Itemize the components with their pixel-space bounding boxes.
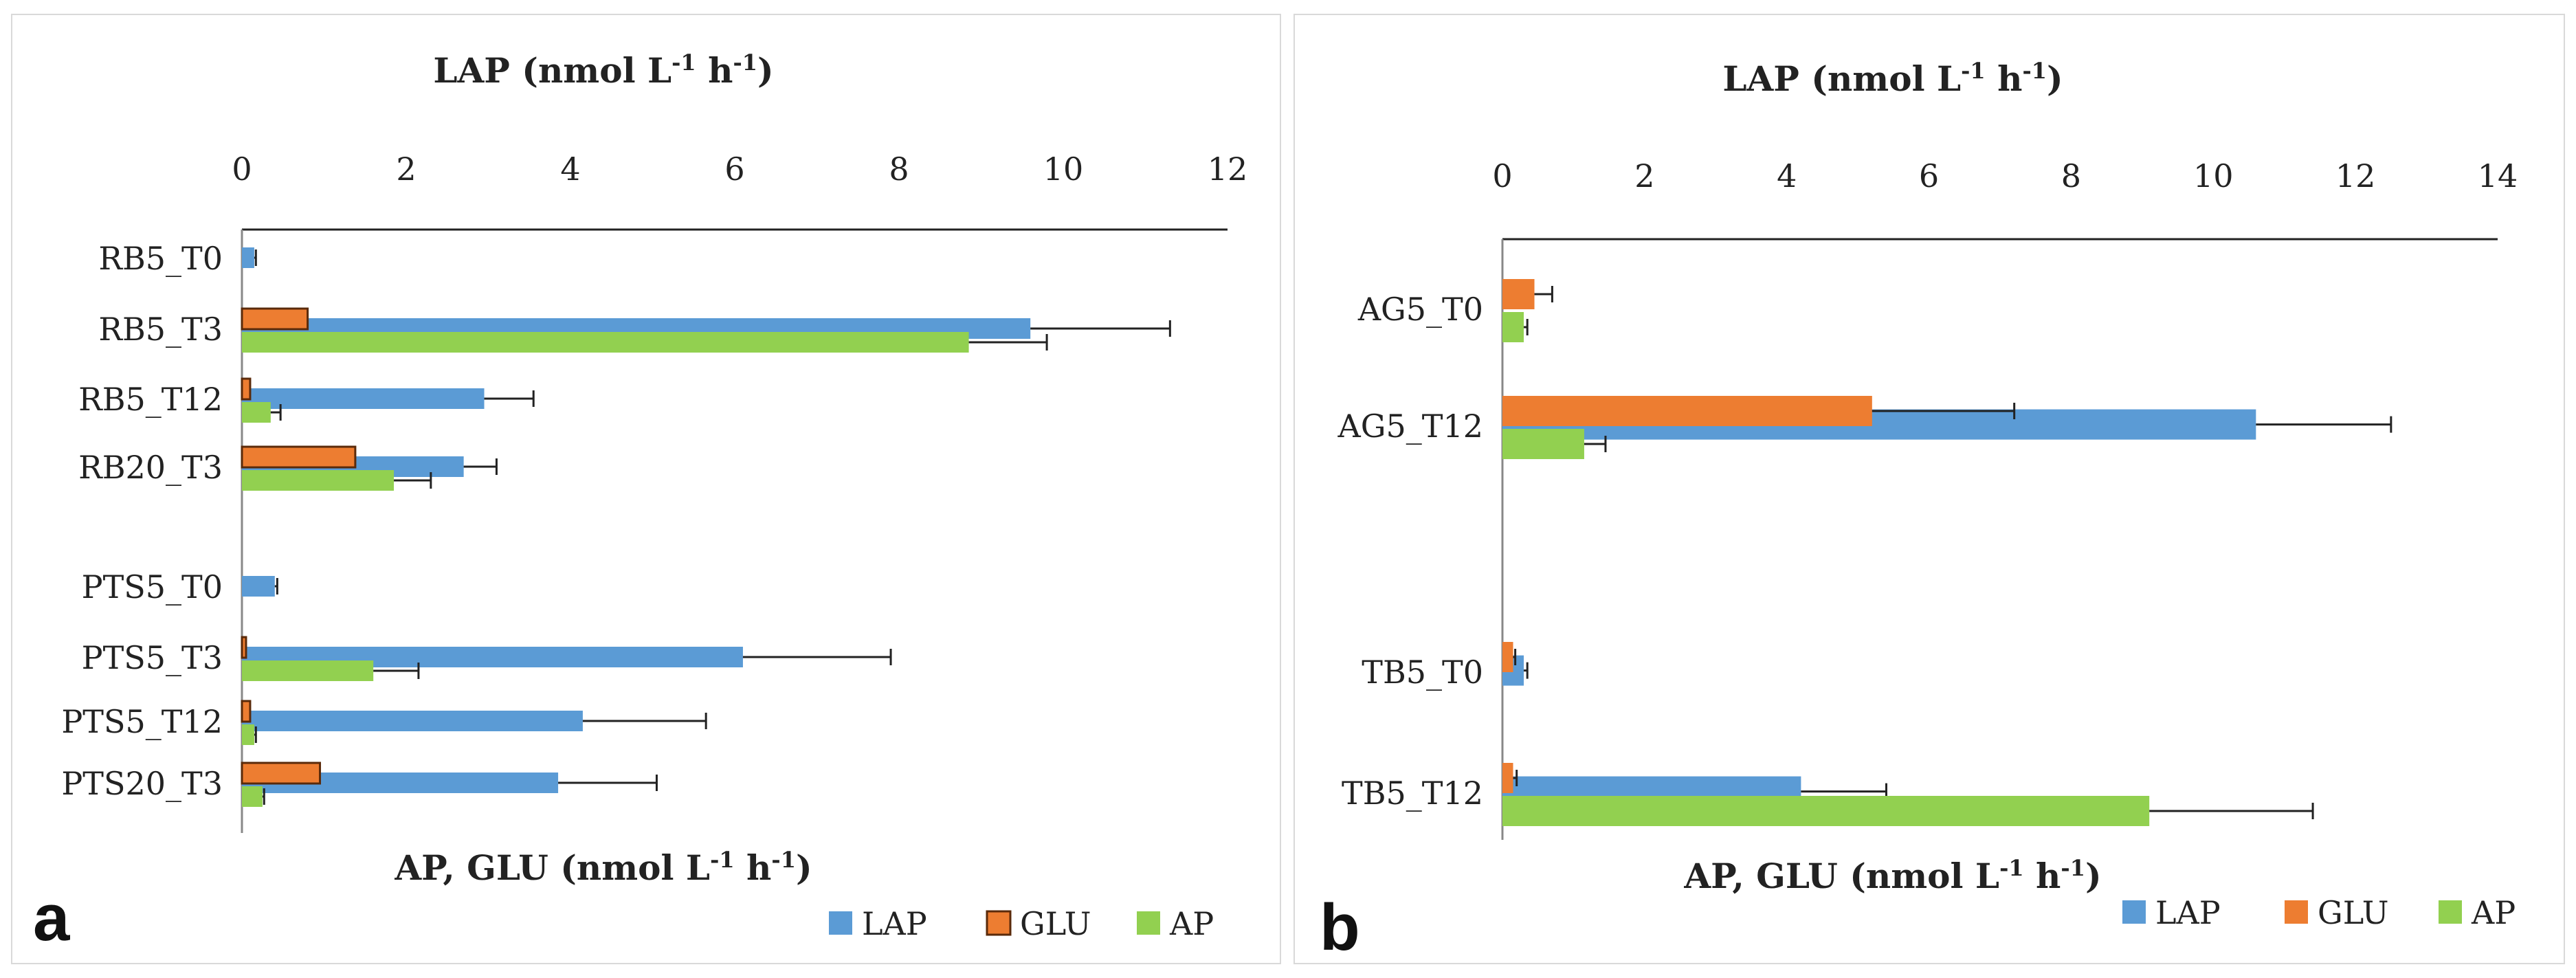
chart-b-bar-ap [1502,312,1524,342]
chart-b-bar-glu [1502,763,1513,793]
chart-a-tick-label: 2 [396,151,416,188]
chart-a-bar-lap [242,576,275,597]
chart-a-top-axis-title-part-2: h [696,50,733,91]
chart-b-bottom-axis-title-part-0: AP, GLU (nmol L [1683,856,1999,896]
chart-b-top-axis-title-part-3: -1 [2022,58,2047,84]
chart-a-legend-swatch-lap [829,911,852,935]
chart-b-tick-label: 12 [2335,157,2376,195]
chart-a-tick-label: 12 [1208,151,1248,188]
chart-a-bottom-axis-title-part-2: h [735,847,772,888]
chart-b-bar-glu [1502,396,1872,426]
chart-a-legend-swatch-glu [986,910,1012,936]
chart-b-tick-label: 10 [2193,157,2234,195]
chart-a-bar-ap [242,470,395,491]
chart-b-bottom-axis-title-part-4: ) [2085,856,2102,896]
chart-a-top-axis-title: LAP (nmol L-1 h-1) [433,49,773,91]
chart-b-tick-label: 14 [2478,157,2518,195]
chart-b-bar-glu [1502,642,1513,672]
chart-b-legend-swatch-glu [2285,900,2308,924]
chart-a-legend-label-glu: GLU [1020,905,1091,942]
chart-a-tick-label: 6 [724,151,744,188]
chart-a-bar-glu [241,445,357,469]
chart-b-legend-label-ap: AP [2471,894,2516,931]
chart-a-bottom-axis-title-part-0: AP, GLU (nmol L [394,847,710,888]
chart-b-bar-ap [1502,429,1584,459]
chart-b-bottom-axis-title-part-2: h [2024,856,2061,896]
chart-b-bar-ap [1502,796,2150,826]
chart-b-tick-label: 0 [1492,157,1512,195]
chart-b-legend-swatch-ap [2439,900,2462,924]
chart-a-category-label: PTS20_T3 [61,765,223,802]
chart-b-tick-label: 4 [1777,157,1797,195]
chart-a-svg: LAP (nmol L-1 h-1)0 2 4 6 8 10 12RB5_T0RB5_T3R… [33,49,1248,955]
chart-a-top-axis-title-part-3: -1 [733,49,757,76]
chart-b-top-axis-title-part-4: ) [2047,58,2063,99]
chart-a-category-label: PTS5_T12 [61,703,223,740]
chart-b-category-label: AG5_T12 [1337,408,1483,445]
chart-a-bar-ap [242,786,263,807]
chart-a-bar-ap [242,724,254,745]
chart-b-svg: LAP (nmol L-1 h-1)0 2 4 6 8 10 12 14AG5_T0AG5_T… [1320,58,2518,963]
chart-b-legend-label-glu: GLU [2318,894,2389,931]
chart-a-bar-glu [241,377,252,401]
chart-a-bar-lap [242,388,485,409]
chart-a-bar-ap [242,402,271,423]
chart-b-bar-glu [1502,279,1535,309]
chart-a-tick-label: 10 [1043,151,1084,188]
chart-b-tick-label: 6 [1919,157,1939,195]
chart-b-legend-swatch-lap [2122,900,2146,924]
chart-a-top-axis-title-part-4: ) [757,50,774,91]
chart-b-bottom-axis-title-part-1: -1 [1999,855,2024,881]
chart-b-top-axis-title-part-1: -1 [1961,58,1986,84]
chart-a-legend-label-ap: AP [1169,905,1214,942]
chart-a-legend-swatch-ap [1137,911,1160,935]
chart-b-legend-label-lap: LAP [2155,894,2221,931]
chart-b-top-axis-title-part-2: h [1986,58,2023,99]
chart-b-bottom-axis-title-part-3: -1 [2061,855,2085,881]
chart-panel-b: LAP (nmol L-1 h-1) 0 2 4 6 8 10 12 14 AG5_T0 AG5_T… [1293,14,2565,964]
chart-a-category-label: RB5_T3 [98,311,223,348]
chart-a-category-label: RB20_T3 [78,449,223,486]
chart-panel-a: LAP (nmol L-1 h-1) 0 2 4 6 8 10 12 RB5_T0 RB5_T3 R… [11,14,1281,964]
chart-a-bottom-axis-title-part-1: -1 [710,847,735,873]
chart-b-category-label: AG5_T0 [1357,291,1483,328]
chart-a-bottom-axis-title-part-4: ) [796,847,812,888]
chart-a-category-label: PTS5_T3 [82,639,223,676]
chart-a-bottom-axis-title: AP, GLU (nmol L-1 h-1) [394,847,812,888]
chart-a-category-label: RB5_T0 [98,240,223,277]
chart-b-bottom-axis-title: AP, GLU (nmol L-1 h-1) [1683,855,2101,896]
chart-b-panel-letter: b [1320,891,1360,963]
chart-a-top-axis-title-part-1: -1 [671,49,696,76]
chart-a-bar-glu [241,700,252,723]
chart-a-tick-label: 0 [232,151,252,188]
chart-b-tick-label: 8 [2061,157,2081,195]
chart-a-bar-lap [242,247,254,268]
chart-b-top-axis-title-part-0: LAP (nmol L [1722,58,1961,99]
chart-a-bar-glu [241,307,309,331]
chart-a-bar-glu [241,636,247,659]
chart-a-bar-ap [242,660,374,681]
chart-a-bar-glu [241,762,322,785]
chart-a-bar-ap [242,332,969,353]
chart-b-category-label: TB5_T12 [1342,775,1483,812]
chart-a-top-axis-title-part-0: LAP (nmol L [433,50,671,91]
chart-a-category-label: PTS5_T0 [82,568,223,605]
chart-a-panel-letter: a [33,881,70,955]
chart-b-top-axis-title: LAP (nmol L-1 h-1) [1722,58,2063,99]
chart-a-bar-lap [242,711,583,731]
chart-b-tick-label: 2 [1634,157,1654,195]
chart-a-legend-label-lap: LAP [862,905,927,942]
chart-a-bottom-axis-title-part-3: -1 [771,847,796,873]
chart-a-tick-label: 8 [889,151,909,188]
chart-a-tick-label: 4 [560,151,580,188]
chart-b-category-label: TB5_T0 [1362,654,1483,691]
chart-a-category-label: RB5_T12 [78,381,223,418]
